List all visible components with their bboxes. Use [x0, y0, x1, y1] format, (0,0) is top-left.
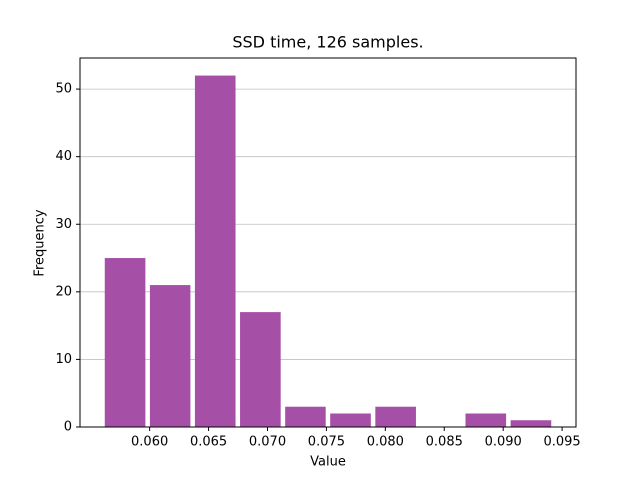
y-tick-label: 0 — [64, 420, 72, 435]
y-tick-label: 10 — [55, 352, 72, 367]
bar — [194, 75, 236, 428]
bar — [330, 413, 371, 427]
x-tick-label: 0.060 — [131, 435, 168, 450]
x-tick-label: 0.080 — [367, 435, 404, 450]
bar — [375, 406, 416, 427]
y-tick-label: 20 — [55, 284, 72, 299]
bar — [285, 406, 326, 427]
bar — [465, 413, 507, 427]
chart-title: SSD time, 126 samples. — [232, 33, 423, 52]
y-tick-label: 40 — [55, 149, 72, 164]
x-tick-label: 0.090 — [485, 435, 522, 450]
x-tick-label: 0.070 — [249, 435, 286, 450]
y-tick-label: 30 — [55, 217, 72, 232]
bar — [104, 258, 146, 427]
x-tick-label: 0.095 — [543, 435, 580, 450]
plot-frame — [79, 57, 577, 428]
y-tick-label: 50 — [55, 82, 72, 97]
y-axis-label: Frequency — [33, 209, 48, 276]
bar — [149, 285, 191, 427]
x-tick-label: 0.065 — [190, 435, 227, 450]
x-axis-label: Value — [310, 455, 346, 470]
bar — [510, 420, 552, 427]
bar — [240, 312, 281, 427]
x-tick-label: 0.075 — [308, 435, 345, 450]
x-tick-label: 0.085 — [426, 435, 463, 450]
